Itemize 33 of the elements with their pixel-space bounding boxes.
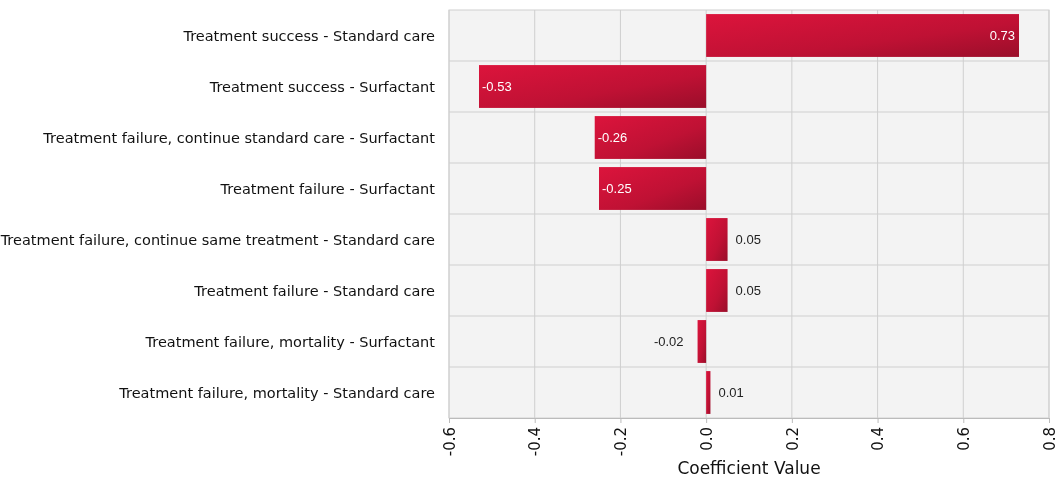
y-tick-label: Treatment failure, continue standard care - Surfactant <box>42 129 436 146</box>
data-label: 0.05 <box>735 232 761 248</box>
y-tick-label: Treatment failure - Surfactant <box>219 180 436 197</box>
bar <box>706 269 728 312</box>
x-tick-label: -0.2 <box>612 427 631 457</box>
data-label: 0.05 <box>735 283 761 299</box>
bar <box>599 167 707 210</box>
y-tick-label: Treatment success - Standard care <box>182 27 436 44</box>
bar <box>479 65 707 108</box>
data-label: -0.25 <box>602 181 632 197</box>
data-label: -0.26 <box>597 130 628 146</box>
data-label: 0.73 <box>989 28 1015 44</box>
x-tick-label: 0.2 <box>783 427 802 451</box>
bar <box>594 116 707 159</box>
data-label: -0.02 <box>653 334 684 350</box>
data-label: 0.01 <box>718 385 744 401</box>
bar <box>706 218 728 261</box>
bar <box>706 14 1019 57</box>
x-tick-label: -0.4 <box>526 427 545 457</box>
x-tick-label: 0.0 <box>697 427 716 451</box>
bar <box>706 371 711 414</box>
x-tick-label: 0.4 <box>869 427 888 451</box>
x-tick-label: -0.6 <box>440 427 459 457</box>
y-tick-label: Treatment failure, continue same treatment - Standard care <box>0 231 436 248</box>
x-tick-label: 0.8 <box>1040 427 1059 451</box>
x-axis-title: Coefficient Value <box>677 458 821 478</box>
y-tick-label: Treatment failure, mortality - Surfactant <box>144 333 436 350</box>
y-tick-label: Treatment success - Surfactant <box>208 78 436 95</box>
x-tick-label: 0.6 <box>955 427 974 451</box>
y-tick-label: Treatment failure - Standard care <box>193 282 436 299</box>
y-tick-label: Treatment failure, mortality - Standard care <box>118 384 436 401</box>
data-label: -0.53 <box>482 79 512 95</box>
bar <box>697 320 707 363</box>
